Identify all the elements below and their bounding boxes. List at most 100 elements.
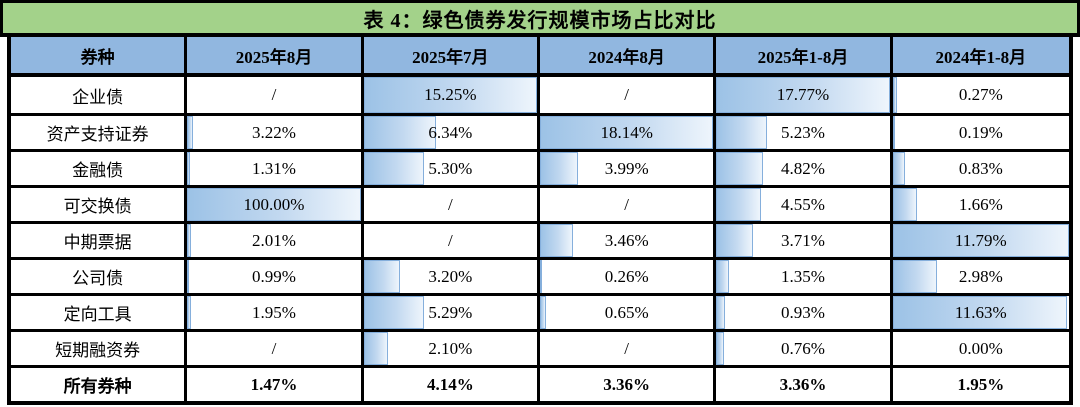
table-row: 短期融资券 / 2.10% / 0.76% 0.00% [11,329,1069,365]
value-cell: 0.19% [892,116,1069,149]
value-cell: 1.47% [187,368,364,401]
value-cell: / [540,188,717,221]
value-cell: 1.66% [892,188,1069,221]
data-bar [892,260,938,293]
column-header-2025-jul: 2025年7月 [364,37,540,73]
data-bar [892,77,897,113]
row-label: 短期融资券 [11,332,188,365]
value-cell: 0.83% [892,152,1069,185]
row-label: 中期票据 [11,224,188,257]
cell-value: 1.31% [252,158,296,178]
cell-value: 1.47% [250,374,298,394]
table-row: 金融债 1.31% 5.30% 3.99% 4.82% 0.83% [11,149,1069,185]
value-cell: 3.99% [539,152,717,185]
value-cell: 11.63% [892,296,1069,329]
value-cell: 3.71% [716,224,893,257]
cell-value: 1.95% [957,374,1005,394]
column-header-2024-jan-aug: 2024年1-8月 [935,47,1027,67]
data-bar [363,260,401,293]
cell-value: 18.14% [600,122,653,142]
cell-value: 2.98% [958,266,1003,286]
cell-value: 0.65% [604,302,649,322]
data-bar [187,188,361,221]
value-cell: 11.79% [892,224,1069,257]
cell-value: / [624,85,630,104]
cell-value: 3.36% [603,374,651,394]
data-bar [363,116,436,149]
cell-value: 11.63% [954,302,1007,322]
value-cell: 6.34% [363,116,540,149]
table-row: 企业债 / 15.25% / 17.77% 0.27% [11,77,1069,113]
row-label: 可交换债 [11,188,188,221]
cell-value: 3.22% [252,122,296,142]
value-cell: 3.20% [363,260,540,293]
data-bar [716,296,726,329]
data-bar [892,224,1069,257]
data-bar [187,116,193,149]
cell-value: 5.30% [428,158,473,178]
cell-value: 3.20% [428,266,473,286]
value-cell: 2.98% [892,260,1069,293]
data-bar [363,152,424,185]
row-label: 资产支持证券 [11,116,188,149]
cell-value: / [447,194,453,214]
data-bar [187,224,191,257]
data-bar [716,224,753,257]
cell-value: / [447,230,453,250]
data-bar [716,188,761,221]
value-cell: 4.55% [716,188,893,221]
cell-value: / [271,338,277,358]
cell-value: 2.01% [252,230,296,250]
data-bar [892,152,906,185]
data-bar [892,188,918,221]
value-cell: 0.93% [716,296,893,329]
cell-value: 0.19% [958,122,1003,142]
data-bar [363,77,537,113]
value-cell: 0.99% [187,260,364,293]
value-cell: 3.36% [716,368,893,401]
cell-value: 1.35% [781,266,825,286]
cell-value: 1.95% [252,302,296,322]
cell-value: 0.83% [958,158,1003,178]
data-bar [892,116,896,149]
cell-value: 17.77% [776,85,830,104]
value-cell: / [187,77,364,113]
table-title-bar: 表 4：绿色债券发行规模市场占比对比 [0,0,1080,37]
value-cell: 0.65% [539,296,717,329]
cell-value: 0.27% [958,85,1003,104]
value-cell: / [364,188,540,221]
data-bar [363,332,388,365]
data-bar [539,224,574,257]
table-row: 中期票据 2.01% / 3.46% 3.71% 11.79% [11,221,1069,257]
cell-value: 0.00% [958,338,1003,358]
value-cell: 1.35% [716,260,893,293]
cell-value: 5.23% [781,122,825,142]
value-cell: 0.00% [893,332,1069,365]
value-cell: 1.31% [187,152,364,185]
cell-value: 4.55% [781,194,825,214]
value-cell: / [540,332,717,365]
data-bar [716,152,764,185]
cell-value: 4.14% [426,374,474,394]
cell-value: 3.71% [781,230,825,250]
value-cell: 0.76% [716,332,893,365]
column-header-2025-jan-aug: 2025年1-8月 [716,37,893,73]
data-bar [716,260,730,293]
value-cell: / [187,332,364,365]
cell-value: 15.25% [424,85,477,104]
data-bar [187,260,190,293]
value-cell: 1.95% [187,296,364,329]
column-header-2024-aug: 2024年8月 [540,37,717,73]
data-bar [539,260,543,293]
value-cell: 1.95% [893,368,1069,401]
value-cell: 3.22% [187,116,364,149]
data-bar [539,152,579,185]
data-bar [187,152,190,185]
data-bar [716,116,768,149]
data-bar [187,296,191,329]
value-cell: 18.14% [539,116,717,149]
value-cell: 15.25% [363,77,540,113]
cell-value: / [624,194,630,214]
cell-value: / [624,338,630,358]
row-label: 金融债 [11,152,188,185]
